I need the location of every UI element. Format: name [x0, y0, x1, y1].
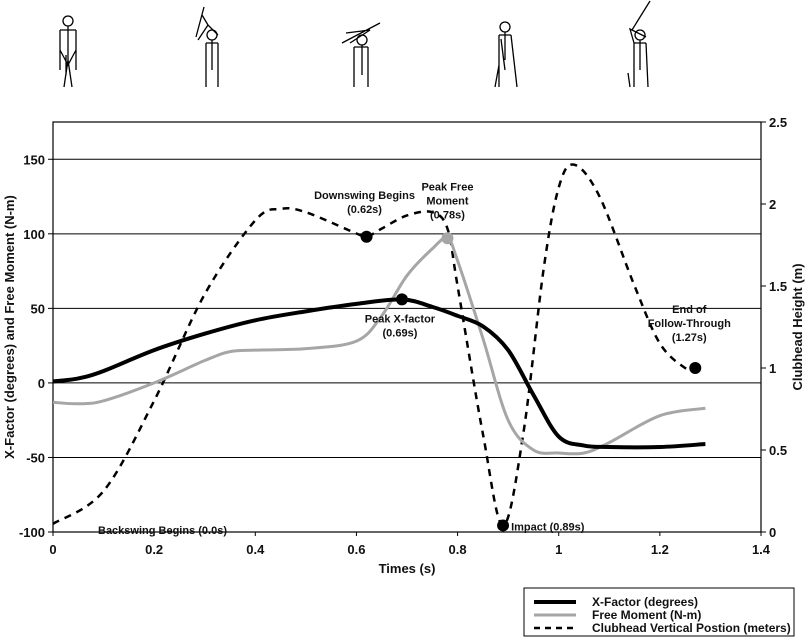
annotation-label: Impact (0.89s): [511, 521, 585, 533]
annotation-label: Peak X-factor: [365, 313, 436, 325]
y2-axis-label: Clubhead Height (m): [790, 263, 805, 390]
y-tick-label: -100: [19, 525, 45, 540]
y-axis-label: X-Factor (degrees) and Free Moment (N-m): [2, 195, 17, 459]
annotation-label: Backswing Begins (0.0s): [98, 525, 227, 537]
annotation-label: (0.62s): [347, 204, 382, 216]
golfer-top-icon: [341, 22, 381, 87]
annotation-label: Downswing Begins: [314, 190, 415, 202]
y2-tick-label: 1: [769, 361, 776, 376]
annotation-label: Peak Free: [421, 181, 473, 193]
annotation-label: Follow-Through: [648, 318, 731, 330]
marker-4: [497, 519, 510, 532]
golfer-stick-figures: [59, 0, 651, 88]
y2-tick-label: 0.5: [769, 443, 787, 458]
x-tick-label: 0.2: [145, 542, 163, 557]
legend-label-clubhead: Clubhead Vertical Postion (meters): [592, 621, 791, 635]
annotation-label: (1.27s): [672, 332, 707, 344]
x-tick-label: 1.4: [752, 542, 771, 557]
legend: X-Factor (degrees) Free Moment (N-m) Clu…: [523, 587, 795, 637]
y-tick-label: 150: [23, 152, 45, 167]
x-tick-label: 1: [555, 542, 562, 557]
annotation-label: Moment: [426, 195, 469, 207]
marker-1: [360, 230, 373, 243]
y-tick-label: 50: [31, 301, 45, 316]
series-xfactor-line: [52, 297, 706, 450]
legend-label-free-moment: Free Moment (N-m): [592, 608, 701, 622]
y-tick-label: -50: [26, 450, 45, 465]
golfer-address-icon: [59, 15, 77, 88]
series-clubhead-line: [52, 163, 696, 527]
y2-tick-label: 2: [769, 197, 776, 212]
annotation-label: End of: [672, 304, 707, 316]
marker-5: [689, 362, 702, 374]
annotation-label: (0.69s): [383, 327, 418, 339]
x-tick-label: 1.2: [651, 542, 669, 557]
y-tick-label: 0: [38, 376, 45, 391]
y-tick-label: 100: [23, 227, 45, 242]
golfer-followthrough-icon: [627, 0, 651, 88]
plot-frame: [52, 121, 762, 533]
x-tick-label: 0: [49, 542, 56, 557]
golfer-impact-icon: [494, 21, 518, 88]
marker-2: [441, 232, 454, 245]
x-tick-label: 0.8: [449, 542, 467, 557]
x-tick-label: 0.6: [347, 542, 365, 557]
y2-tick-label: 1.5: [769, 279, 787, 294]
legend-label-xfactor: X-Factor (degrees): [592, 595, 698, 609]
y2-tick-label: 2.5: [769, 115, 787, 130]
annotation-label: (0.78s): [430, 209, 465, 221]
marker-3: [395, 293, 408, 306]
x-tick-label: 0.4: [246, 542, 265, 557]
golfer-backswing-icon: [195, 6, 219, 87]
x-axis-label: Times (s): [379, 561, 436, 576]
y2-tick-label: 0: [769, 525, 776, 540]
series-free-moment-line: [52, 236, 706, 456]
